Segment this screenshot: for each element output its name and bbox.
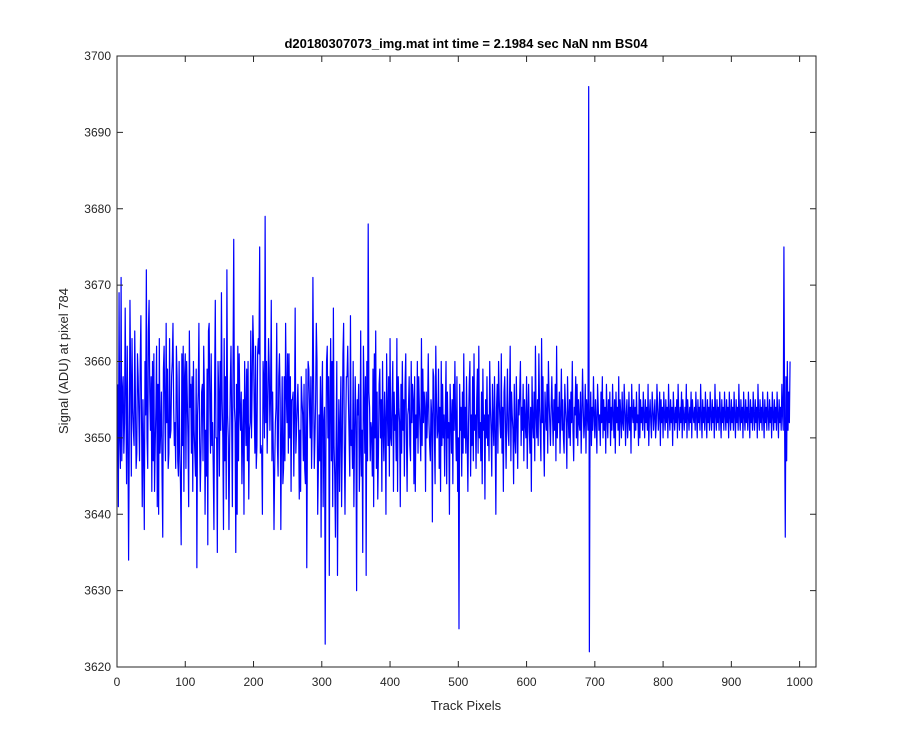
y-tick-label: 3630 <box>84 584 111 598</box>
chart-title: d20180307073_img.mat int time = 2.1984 s… <box>284 36 648 51</box>
x-tick-label: 900 <box>721 675 741 689</box>
y-tick-label: 3620 <box>84 660 111 674</box>
x-tick-label: 700 <box>585 675 605 689</box>
x-tick-label: 400 <box>380 675 400 689</box>
x-tick-label: 300 <box>312 675 332 689</box>
x-tick-label: 0 <box>114 675 121 689</box>
y-tick-label: 3660 <box>84 355 111 369</box>
x-tick-label: 600 <box>517 675 537 689</box>
x-axis-label: Track Pixels <box>431 698 502 713</box>
y-tick-label: 3640 <box>84 507 111 521</box>
series-line <box>117 85 791 653</box>
y-tick-label: 3670 <box>84 278 111 292</box>
x-tick-label: 200 <box>244 675 264 689</box>
x-tick-label: 100 <box>175 675 195 689</box>
x-tick-label: 1000 <box>786 675 813 689</box>
y-tick-label: 3690 <box>84 125 111 139</box>
y-tick-label: 3700 <box>84 49 111 63</box>
x-tick-label: 500 <box>448 675 468 689</box>
y-axis-label: Signal (ADU) at pixel 784 <box>56 288 71 434</box>
y-tick-label: 3680 <box>84 202 111 216</box>
x-tick-label: 800 <box>653 675 673 689</box>
y-tick-label: 3650 <box>84 431 111 445</box>
